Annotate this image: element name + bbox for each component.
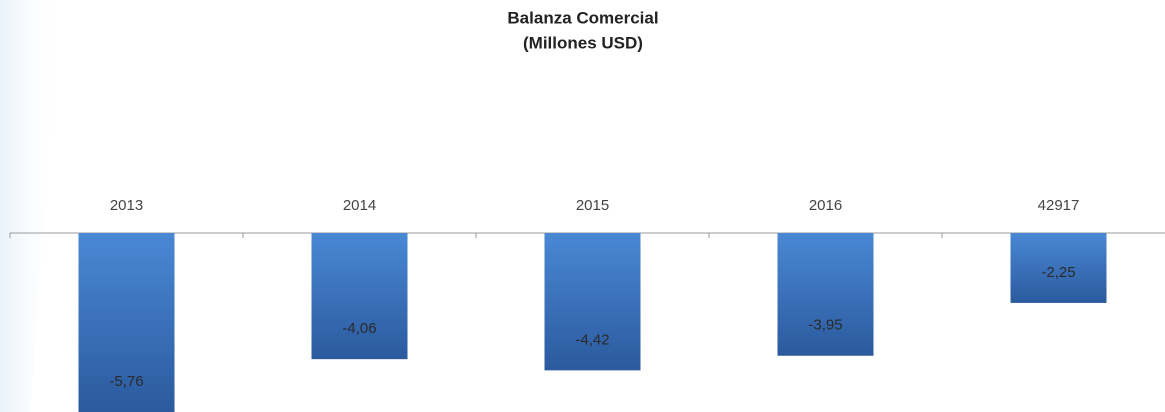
data-label: -3,95: [808, 317, 842, 334]
background-shape: [0, 0, 60, 412]
x-tick-label: 2014: [343, 197, 376, 214]
data-label: -2,25: [1041, 264, 1075, 281]
chart-title: Balanza Comercial: [507, 8, 658, 27]
bar: [311, 233, 408, 360]
bar: [544, 233, 641, 371]
data-label: -4,06: [342, 320, 376, 337]
bar: [777, 233, 874, 356]
bar: [78, 233, 175, 412]
x-tick-label: 2015: [576, 197, 609, 214]
data-label: -4,42: [575, 331, 609, 348]
data-label: -5,76: [109, 373, 143, 390]
x-tick-label: 2013: [110, 197, 143, 214]
chart-subtitle: (Millones USD): [523, 33, 643, 52]
x-tick-label: 42917: [1038, 197, 1080, 214]
x-tick-label: 2016: [809, 197, 842, 214]
bar: [1010, 233, 1107, 303]
